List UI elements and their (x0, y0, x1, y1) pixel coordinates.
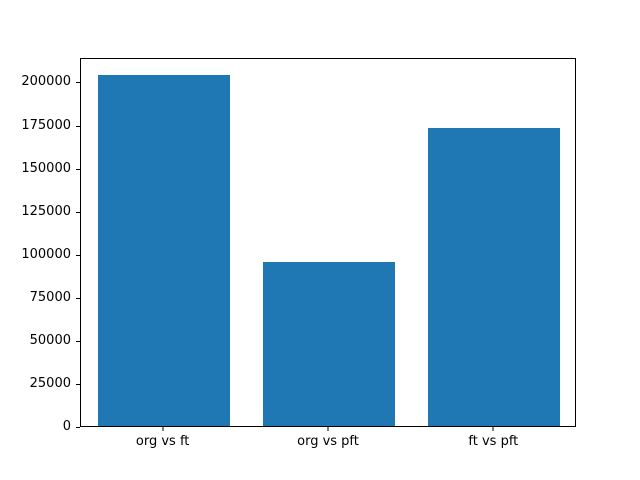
x-axis: org vs ft org vs pft ft vs pft (80, 427, 576, 457)
y-tick-label: 200000 (21, 74, 71, 90)
x-tick-mark (327, 427, 329, 431)
y-tick-mark (76, 340, 80, 342)
y-tick-mark (76, 168, 80, 170)
y-tick-mark (76, 254, 80, 256)
x-tick-label-ft-vs-pft: ft vs pft (468, 434, 519, 449)
y-tick-label: 150000 (21, 160, 71, 176)
y-tick-mark (76, 383, 80, 385)
y-tick-mark (76, 427, 80, 428)
bar-org-vs-ft (97, 74, 230, 426)
y-tick-label: 0 (62, 419, 71, 434)
y-tick-mark (76, 211, 80, 213)
x-tick-label-org-vs-pft: org vs pft (297, 434, 359, 449)
y-tick-label: 175000 (21, 117, 71, 133)
y-tick-label: 75000 (29, 289, 71, 305)
bar-org-vs-pft (262, 262, 396, 426)
y-tick-mark (76, 125, 80, 127)
x-tick-label-org-vs-ft: org vs ft (135, 434, 190, 449)
y-tick-mark (76, 82, 80, 84)
bar-ft-vs-pft (428, 127, 561, 426)
x-tick-mark (492, 427, 494, 431)
x-tick-mark (162, 427, 164, 431)
plot-area (80, 58, 576, 427)
y-tick-label: 100000 (21, 246, 71, 262)
y-tick-label: 125000 (21, 203, 71, 219)
y-tick-label: 25000 (29, 375, 71, 391)
y-tick-label: 50000 (29, 332, 71, 348)
y-tick-mark (76, 297, 80, 299)
y-axis: 0 25000 50000 75000 100000 125000 150000 175000… (0, 58, 80, 434)
